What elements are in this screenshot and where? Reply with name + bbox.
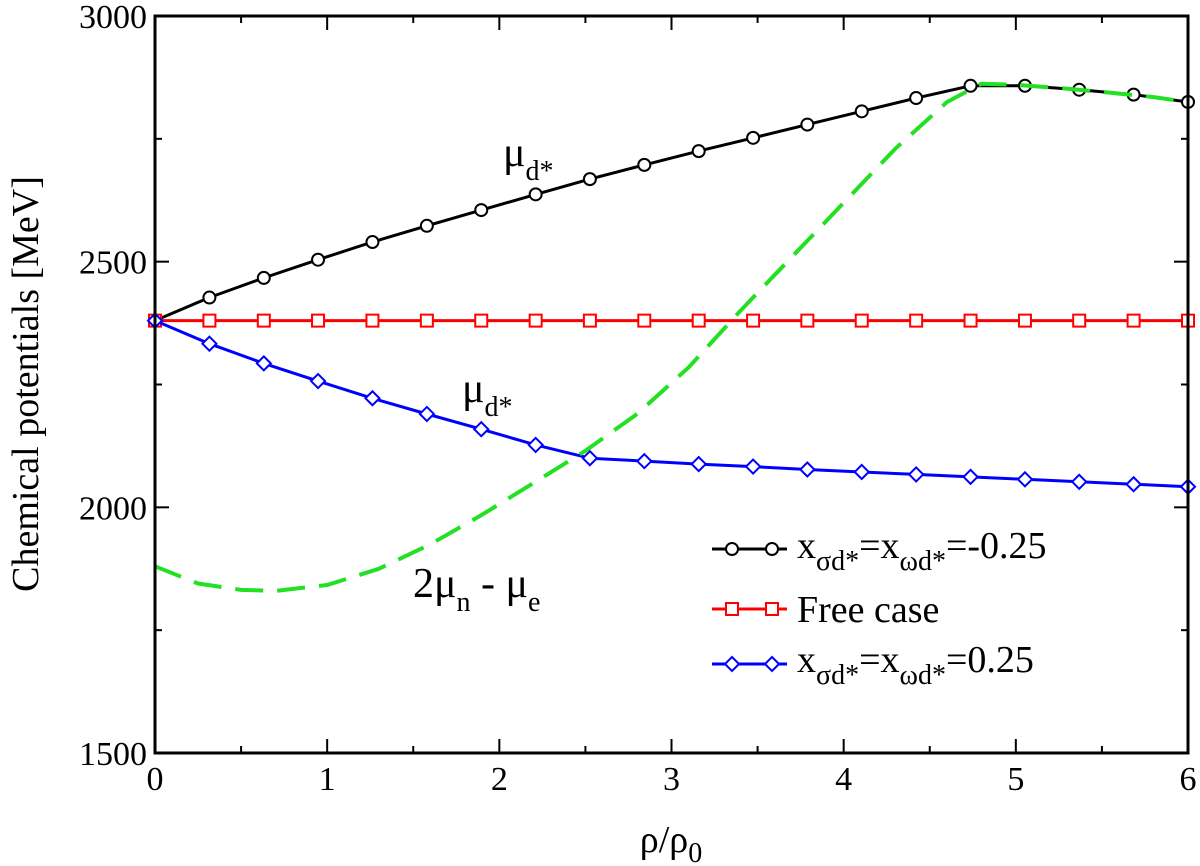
data-point-square xyxy=(1072,313,1087,328)
data-point-square xyxy=(1126,313,1141,328)
legend-entry-free: Free case xyxy=(712,589,939,631)
legend-marker-square xyxy=(765,602,779,616)
x-axis-title: ρ/ρ0 xyxy=(640,819,702,866)
series-line-0 xyxy=(154,84,1189,322)
data-point-diamond xyxy=(255,354,273,372)
x-tick-label: 1 xyxy=(319,761,336,798)
annotation-2mun-mue: 2μn - μe xyxy=(413,561,540,618)
legend-label-attractive: xσd*=xωd*=-0.25 xyxy=(797,525,1047,577)
data-point-square xyxy=(637,313,652,328)
data-point-diamond xyxy=(309,372,327,390)
data-point-square xyxy=(202,313,217,328)
legend-marker-circle xyxy=(725,542,739,556)
x-tick-label: 6 xyxy=(1180,761,1197,798)
data-point-square xyxy=(746,313,761,328)
y-tick-label: 2000 xyxy=(79,490,147,527)
data-point-diamond xyxy=(798,461,816,478)
data-point-square xyxy=(691,313,706,328)
data-point-diamond xyxy=(1125,475,1143,493)
data-point-diamond xyxy=(1016,470,1034,488)
annotation-mu-dstar-lower: μd* xyxy=(462,366,513,423)
legend-marker-square xyxy=(725,602,739,616)
data-point-circle xyxy=(365,235,380,250)
data-point-circle xyxy=(909,91,924,106)
data-point-diamond xyxy=(1070,473,1088,491)
legend-entry-repulsive: xσd*=xωd*=0.25 xyxy=(712,639,1034,691)
data-point-square xyxy=(365,313,380,328)
data-point-diamond xyxy=(635,452,653,470)
legend-entry-attractive: xσd*=xωd*=-0.25 xyxy=(712,525,1047,577)
data-point-square xyxy=(963,313,978,328)
data-point-circle xyxy=(419,218,434,233)
data-point-circle xyxy=(800,117,815,132)
data-point-square xyxy=(419,313,434,328)
legend-marker-diamond xyxy=(723,655,741,673)
annotation-mu-dstar-upper: μd* xyxy=(503,130,554,187)
series-layer xyxy=(146,78,1197,593)
ticks-layer: 0 1 2 3 4 5 6 1500 2000 2500 3000 xyxy=(79,0,1197,798)
x-tick-label: 0 xyxy=(147,761,164,798)
data-point-diamond xyxy=(581,449,599,467)
data-point-square xyxy=(909,313,924,328)
data-point-square xyxy=(311,313,326,328)
legend: xσd*=xωd*=-0.25 Free case xσd*=xωd*=0.25 xyxy=(712,525,1047,691)
series-line-3 xyxy=(154,81,1189,593)
data-point-diamond xyxy=(472,420,490,438)
data-point-diamond xyxy=(907,465,925,483)
data-point-square xyxy=(800,313,815,328)
data-point-square xyxy=(582,313,597,328)
y-tick-label: 3000 xyxy=(79,0,147,36)
data-point-circle xyxy=(311,252,326,267)
data-point-diamond xyxy=(527,436,545,454)
data-point-diamond xyxy=(962,468,979,486)
data-point-diamond xyxy=(418,405,436,423)
legend-marker-circle xyxy=(765,542,779,556)
data-point-square xyxy=(256,313,271,328)
data-point-circle xyxy=(202,290,217,305)
legend-label-free: Free case xyxy=(797,589,939,631)
legend-label-repulsive: xσd*=xωd*=0.25 xyxy=(797,639,1034,691)
data-point-circle xyxy=(528,187,543,202)
y-axis-title: Chemical potentials [MeV] xyxy=(5,176,47,592)
data-point-diamond xyxy=(200,335,218,353)
data-point-circle xyxy=(256,270,271,285)
data-point-square xyxy=(1017,313,1032,328)
data-point-circle xyxy=(854,104,869,119)
series-line-2 xyxy=(154,319,1189,489)
y-tick-label: 1500 xyxy=(79,736,147,773)
data-point-circle xyxy=(691,144,706,159)
data-point-diamond xyxy=(853,463,871,481)
x-tick-label: 3 xyxy=(663,761,680,798)
data-point-square xyxy=(474,313,489,328)
data-point-diamond xyxy=(364,389,381,407)
data-point-circle xyxy=(637,157,652,172)
data-point-circle xyxy=(474,203,489,218)
data-point-diamond xyxy=(744,458,762,475)
data-point-circle xyxy=(963,78,978,93)
y-tick-label: 2500 xyxy=(79,245,147,282)
data-point-diamond xyxy=(690,455,708,473)
data-point-square xyxy=(854,313,869,328)
data-point-circle xyxy=(746,130,761,145)
x-tick-label: 5 xyxy=(1007,761,1024,798)
data-point-square xyxy=(528,313,543,328)
data-point-circle xyxy=(582,172,597,187)
x-tick-label: 2 xyxy=(491,761,508,798)
x-tick-label: 4 xyxy=(835,761,852,798)
legend-marker-diamond xyxy=(763,655,781,673)
